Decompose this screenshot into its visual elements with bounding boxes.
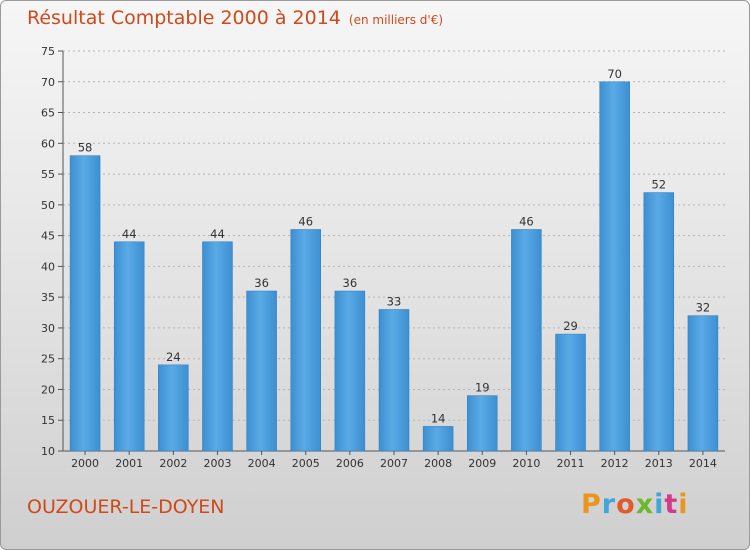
y-tick-label: 60 <box>41 137 55 150</box>
value-label-2005: 46 <box>298 214 313 228</box>
value-label-2010: 46 <box>519 214 534 228</box>
logo-letter: x <box>635 489 655 520</box>
y-tick-label: 20 <box>41 383 55 396</box>
x-tick-label-2011: 2011 <box>557 457 585 470</box>
bar-2005 <box>290 229 321 452</box>
value-label-2001: 44 <box>122 227 137 241</box>
title-text: Résultat Comptable 2000 à 2014 <box>27 7 341 29</box>
x-tick-label-2003: 2003 <box>203 457 231 470</box>
bar-2011 <box>555 333 586 452</box>
proxiti-logo[interactable]: Proxiti <box>581 489 689 520</box>
value-label-2006: 36 <box>343 276 358 290</box>
y-tick-label: 30 <box>41 322 55 335</box>
chart-subtitle: (en milliers d'€) <box>348 13 444 27</box>
bar-2006 <box>334 290 366 452</box>
y-tick-label: 75 <box>41 45 55 58</box>
logo-letter: i <box>654 489 665 520</box>
y-tick-label: 40 <box>41 260 55 273</box>
logo-letter: o <box>616 489 636 520</box>
bar-2000 <box>69 155 101 452</box>
y-axis-ticks: 10 15 20 25 30 35 40 45 50 55 60 65 70 75 <box>41 45 63 458</box>
x-tick-label-2009: 2009 <box>468 457 496 470</box>
logo-letter: r <box>601 489 617 520</box>
value-label-2008: 14 <box>431 411 446 425</box>
x-tick-label-2014: 2014 <box>689 457 717 470</box>
bar-2009 <box>467 395 498 452</box>
x-tick-label-2012: 2012 <box>601 457 629 470</box>
value-label-2013: 52 <box>651 178 666 192</box>
logo-letter: t <box>664 489 679 520</box>
bar-2014 <box>687 315 719 452</box>
value-label-2002: 24 <box>166 350 181 364</box>
bar-2008 <box>422 426 454 452</box>
x-axis-ticks: 2000 2001 2002 2003 2004 2005 2006 2007 2008 2009… <box>71 451 717 470</box>
bar-2002 <box>158 364 189 452</box>
logo-letter: i <box>678 489 689 520</box>
value-label-2011: 29 <box>563 319 578 333</box>
value-label-2007: 33 <box>387 294 402 308</box>
bar-2007 <box>378 309 410 452</box>
x-tick-label-2008: 2008 <box>424 457 452 470</box>
value-label-2003: 44 <box>210 227 225 241</box>
x-tick-label-2013: 2013 <box>645 457 673 470</box>
x-tick-label-2002: 2002 <box>159 457 187 470</box>
x-tick-label-2007: 2007 <box>380 457 408 470</box>
bar-2003 <box>202 241 233 452</box>
y-tick-label: 35 <box>41 291 55 304</box>
bar-2013 <box>643 192 675 452</box>
x-tick-label-2006: 2006 <box>336 457 364 470</box>
bar-2010 <box>511 229 542 452</box>
x-tick-label-2000: 2000 <box>71 457 99 470</box>
y-tick-label: 25 <box>41 353 55 366</box>
y-tick-label: 45 <box>41 230 55 243</box>
y-tick-label: 55 <box>41 168 55 181</box>
y-tick-label: 50 <box>41 199 55 212</box>
location-name: OUZOUER-LE-DOYEN <box>27 496 225 518</box>
bars: 58 44 24 44 36 46 36 33 14 19 46 29 70 52 32 <box>69 67 719 452</box>
y-tick-label: 70 <box>41 76 55 89</box>
y-tick-label: 10 <box>41 445 55 458</box>
bar-2012 <box>599 81 630 452</box>
value-label-2012: 70 <box>607 67 622 81</box>
logo-letter: P <box>581 489 602 520</box>
y-tick-label: 65 <box>41 107 55 120</box>
x-tick-label-2001: 2001 <box>115 457 143 470</box>
value-label-2000: 58 <box>78 141 93 155</box>
y-tick-label: 15 <box>41 414 55 427</box>
value-label-2004: 36 <box>254 276 269 290</box>
x-tick-label-2004: 2004 <box>248 457 276 470</box>
value-label-2014: 32 <box>696 301 711 315</box>
bar-2001 <box>113 241 145 452</box>
chart-title: Résultat Comptable 2000 à 2014 (en millie… <box>27 7 443 29</box>
value-label-2009: 19 <box>475 381 490 395</box>
x-tick-label-2005: 2005 <box>292 457 320 470</box>
bar-2004 <box>246 290 277 452</box>
x-tick-label-2010: 2010 <box>512 457 540 470</box>
